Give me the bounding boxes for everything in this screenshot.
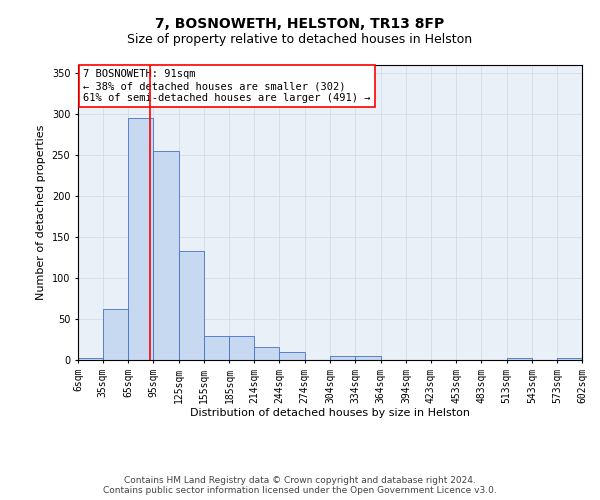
Bar [128,118,153,360]
Bar [507,358,532,360]
Y-axis label: Number of detached properties: Number of detached properties [36,125,46,300]
Bar [204,336,229,360]
Bar [330,356,355,360]
Bar [103,309,128,360]
Bar [179,251,204,360]
Bar [78,358,103,360]
Text: 7, BOSNOWETH, HELSTON, TR13 8FP: 7, BOSNOWETH, HELSTON, TR13 8FP [155,18,445,32]
Bar [254,347,279,360]
Bar [279,352,305,360]
Bar [557,358,582,360]
X-axis label: Distribution of detached houses by size in Helston: Distribution of detached houses by size … [190,408,470,418]
Bar [229,336,254,360]
Text: Size of property relative to detached houses in Helston: Size of property relative to detached ho… [127,32,473,46]
Bar [153,151,179,360]
Text: Contains HM Land Registry data © Crown copyright and database right 2024.
Contai: Contains HM Land Registry data © Crown c… [103,476,497,495]
Text: 7 BOSNOWETH: 91sqm
← 38% of detached houses are smaller (302)
61% of semi-detach: 7 BOSNOWETH: 91sqm ← 38% of detached hou… [83,70,371,102]
Bar [355,356,381,360]
